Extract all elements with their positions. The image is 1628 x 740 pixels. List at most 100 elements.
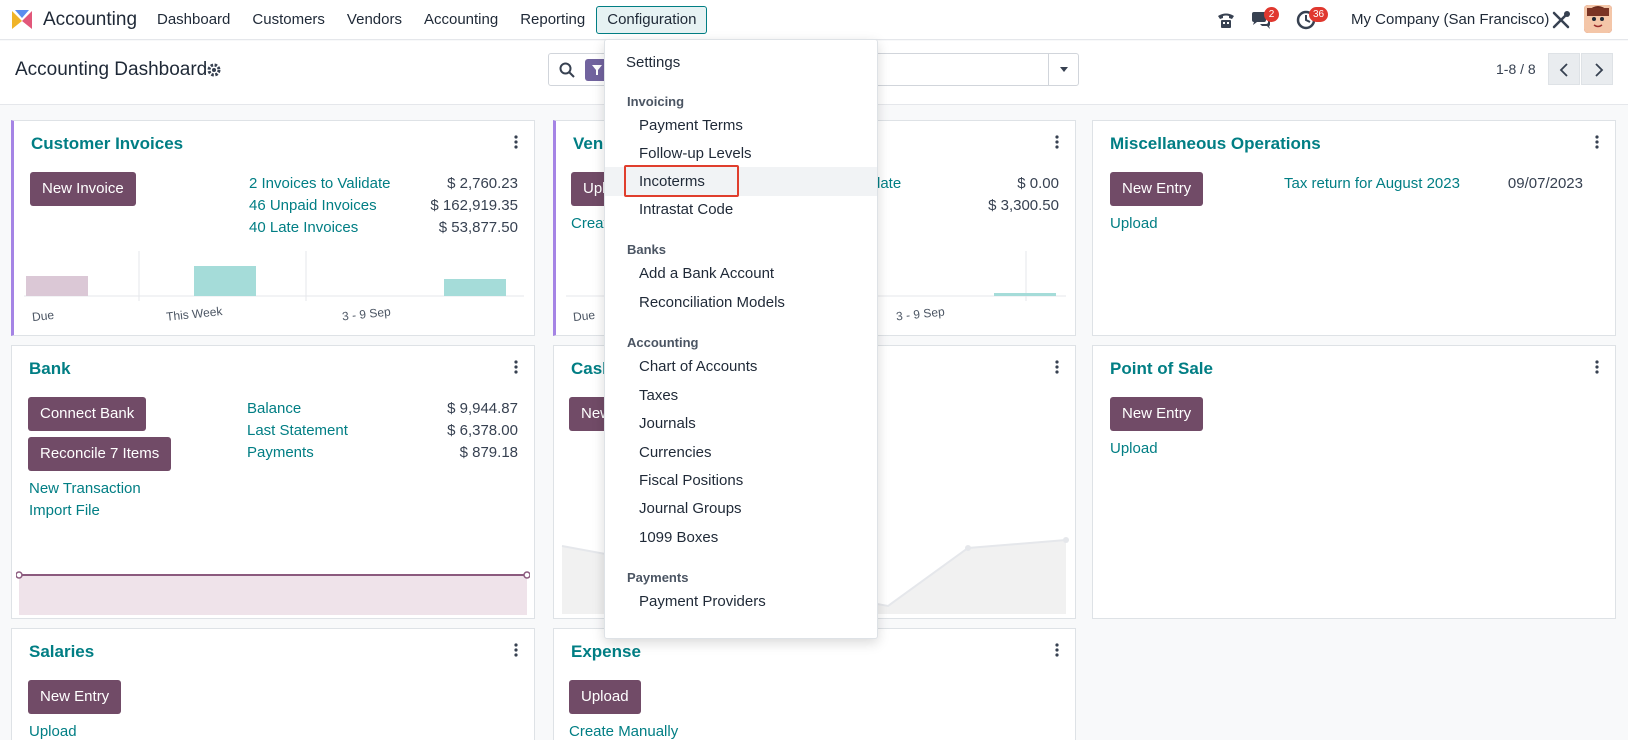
bar-sep	[444, 279, 506, 296]
new-invoice-button[interactable]: New Invoice	[30, 172, 136, 206]
create-bill-link[interactable]: Creat	[571, 215, 608, 232]
balance-link[interactable]: Balance	[247, 400, 302, 417]
section-header-accounting: Accounting	[627, 335, 699, 350]
accounting-app-icon[interactable]	[10, 9, 34, 31]
new-entry-button[interactable]: New Entry	[28, 680, 122, 714]
activities-badge: 36	[1309, 7, 1329, 22]
customer-invoices-card: Customer Invoices New Invoice 2 Invoices…	[11, 120, 535, 336]
menu-item-journals[interactable]: Journals	[639, 415, 696, 432]
upload-link[interactable]: Upload	[1110, 215, 1158, 232]
unpaid-invoices-link[interactable]: 46 Unpaid Invoices	[249, 197, 377, 214]
menu-item-payment-terms[interactable]: Payment Terms	[639, 117, 743, 134]
unpaid-invoices-amount: $ 162,919.35	[430, 197, 518, 214]
menu-item-taxes[interactable]: Taxes	[639, 387, 679, 404]
payments-link[interactable]: Payments	[247, 444, 314, 461]
kebab-menu-icon[interactable]	[1055, 643, 1059, 657]
expense-card: Expense Upload Create Manually	[553, 628, 1076, 740]
kebab-menu-icon[interactable]	[514, 360, 518, 374]
chart-label-due: Due	[31, 307, 55, 325]
invoices-to-validate-amount: $ 2,760.23	[447, 175, 518, 192]
chevron-right-icon	[1595, 63, 1604, 77]
debug-tools-icon[interactable]	[1551, 10, 1573, 30]
card-title[interactable]: Vend	[573, 134, 614, 153]
bank-balance-chart	[16, 571, 530, 615]
kebab-menu-icon[interactable]	[1595, 135, 1599, 149]
bills-to-validate-link[interactable]: date	[872, 175, 902, 192]
import-file-link[interactable]: Import File	[29, 502, 100, 519]
filter-facet[interactable]	[585, 59, 609, 81]
salaries-card: Salaries New Entry Upload	[11, 628, 535, 740]
reconcile-items-button[interactable]: Reconcile 7 Items	[28, 437, 172, 471]
menu-item-payment-providers[interactable]: Payment Providers	[639, 593, 766, 610]
menu-item-chart-of-accounts[interactable]: Chart of Accounts	[639, 358, 758, 375]
kebab-menu-icon[interactable]	[1055, 135, 1059, 149]
new-entry-button[interactable]: New Entry	[1110, 397, 1204, 431]
kebab-menu-icon[interactable]	[1055, 360, 1059, 374]
chart-label-sep: 3 - 9 Sep	[341, 304, 392, 324]
page-title: Accounting Dashboard	[15, 59, 208, 80]
kebab-menu-icon[interactable]	[514, 643, 518, 657]
menu-accounting[interactable]: Accounting	[423, 11, 499, 28]
messages-badge: 2	[1264, 7, 1279, 22]
upload-link[interactable]: Upload	[29, 723, 77, 740]
kebab-menu-icon[interactable]	[1595, 360, 1599, 374]
new-entry-button[interactable]: New Entry	[1110, 172, 1204, 206]
menu-item-add-bank-account[interactable]: Add a Bank Account	[639, 265, 775, 282]
chart-label-sep: 3 - 9 Sep	[895, 304, 946, 324]
late-invoices-link[interactable]: 40 Late Invoices	[249, 219, 359, 236]
search-icon[interactable]	[559, 62, 575, 78]
menu-customers[interactable]: Customers	[252, 11, 325, 28]
menu-item-incoterms[interactable]: Incoterms	[605, 167, 877, 196]
tax-return-link[interactable]: Tax return for August 2023	[1284, 175, 1460, 192]
last-statement-link[interactable]: Last Statement	[247, 422, 348, 439]
menu-item-currencies[interactable]: Currencies	[639, 444, 712, 461]
gear-icon[interactable]	[206, 62, 222, 78]
menu-item-follow-up-levels[interactable]: Follow-up Levels	[639, 145, 752, 162]
card-title[interactable]: Cash	[571, 359, 613, 378]
user-avatar[interactable]	[1584, 5, 1612, 33]
unpaid-bills-amount: $ 3,300.50	[988, 197, 1059, 214]
pager-next-button[interactable]	[1581, 53, 1613, 85]
pager-value[interactable]: 1-8 / 8	[1496, 61, 1536, 77]
connect-bank-button[interactable]: Connect Bank	[28, 397, 147, 431]
upload-link[interactable]: Upload	[1110, 440, 1158, 457]
menu-reporting[interactable]: Reporting	[520, 11, 586, 28]
menu-vendors[interactable]: Vendors	[346, 11, 402, 28]
card-title[interactable]: Expense	[571, 642, 641, 661]
menu-item-fiscal-positions[interactable]: Fiscal Positions	[639, 472, 744, 489]
menu-item-settings[interactable]: Settings	[626, 54, 681, 71]
card-title[interactable]: Point of Sale	[1110, 359, 1213, 378]
menu-configuration[interactable]: Configuration	[596, 6, 708, 34]
company-switcher[interactable]: My Company (San Francisco)	[1351, 11, 1550, 28]
filter-icon	[592, 65, 602, 75]
menu-item-reconciliation-models[interactable]: Reconciliation Models	[639, 294, 785, 311]
invoices-to-validate-link[interactable]: 2 Invoices to Validate	[249, 175, 391, 192]
late-invoices-amount: $ 53,877.50	[438, 219, 518, 236]
payments-amount: $ 879.18	[459, 444, 518, 461]
create-manually-link[interactable]: Create Manually	[569, 723, 679, 740]
card-title[interactable]: Salaries	[29, 642, 95, 661]
app-name[interactable]: Accounting	[43, 9, 138, 30]
misc-operations-card: Miscellaneous Operations New Entry Uploa…	[1092, 120, 1616, 336]
chat-icon[interactable]	[1250, 10, 1272, 30]
chart-label-due: Due	[572, 307, 596, 325]
menu-item-intrastat-code[interactable]: Intrastat Code	[639, 201, 734, 218]
phone-icon[interactable]	[1215, 10, 1237, 30]
card-title[interactable]: Miscellaneous Operations	[1110, 134, 1321, 153]
pager-previous-button[interactable]	[1548, 53, 1580, 85]
new-transaction-link[interactable]: New Transaction	[29, 480, 141, 497]
point-of-sale-card: Point of Sale New Entry Upload	[1092, 345, 1616, 619]
kebab-menu-icon[interactable]	[514, 135, 518, 149]
invoices-bar-chart	[24, 251, 524, 301]
upload-button[interactable]: Upload	[569, 680, 641, 714]
card-title[interactable]: Bank	[29, 359, 71, 378]
menu-dashboard[interactable]: Dashboard	[157, 11, 231, 28]
chart-label-this-week: This Week	[165, 304, 224, 324]
menu-item-journal-groups[interactable]: Journal Groups	[639, 500, 742, 517]
bank-card: Bank Connect Bank Reconcile 7 Items New …	[11, 345, 535, 619]
card-title[interactable]: Customer Invoices	[31, 134, 184, 153]
configuration-dropdown: Settings Invoicing Payment Terms Follow-…	[604, 39, 878, 639]
search-options-toggle[interactable]	[1048, 54, 1078, 85]
menu-item-1099-boxes[interactable]: 1099 Boxes	[639, 529, 719, 546]
section-header-payments: Payments	[627, 570, 689, 585]
